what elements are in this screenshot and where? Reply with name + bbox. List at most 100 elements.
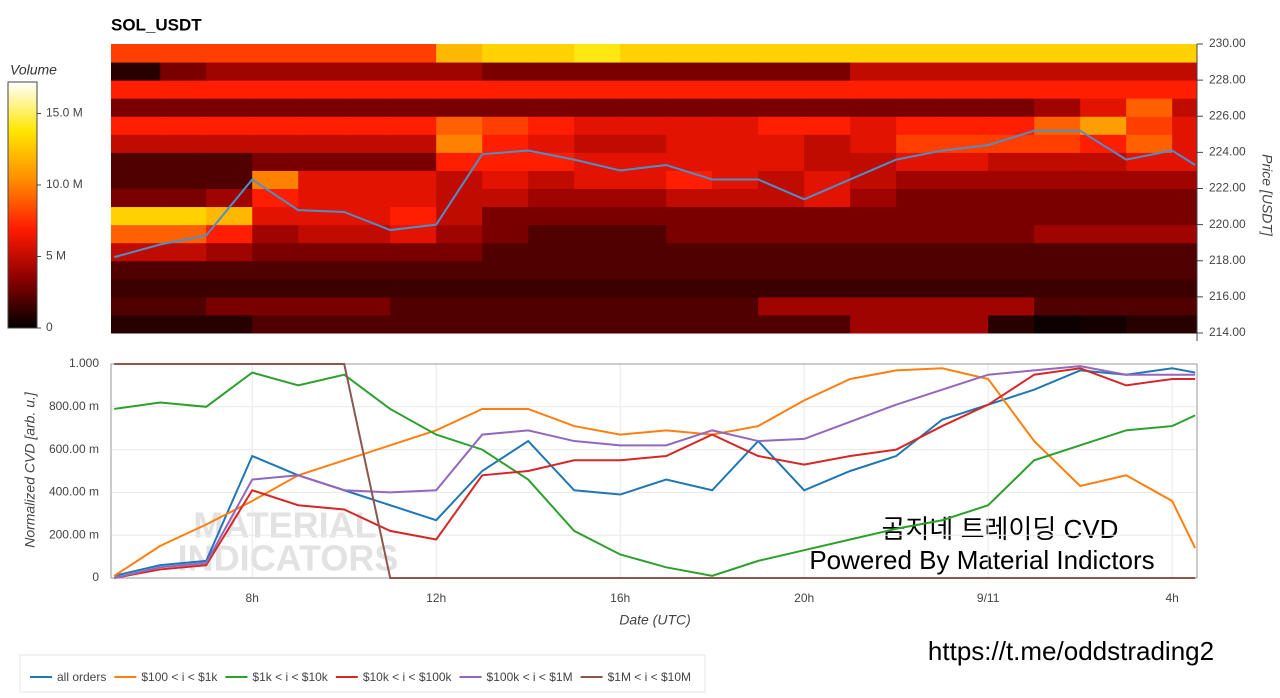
- heatmap-cell: [620, 44, 667, 63]
- heatmap-cell: [712, 278, 759, 298]
- heatmap-cell: [111, 314, 161, 334]
- heatmap-cell: [942, 80, 989, 99]
- heatmap-cell: [1126, 224, 1173, 244]
- heatmap-cell: [1172, 134, 1198, 153]
- heatmap-cell: [758, 296, 805, 316]
- heatmap-cell: [1126, 80, 1173, 99]
- heatmap-cell: [482, 242, 529, 262]
- heatmap-cell: [1172, 278, 1198, 298]
- heatmap-cell: [482, 98, 529, 117]
- heatmap-cell: [1080, 98, 1127, 117]
- heatmap-cell: [666, 134, 713, 153]
- heatmap-cell: [1126, 278, 1173, 298]
- heatmap-cell: [111, 224, 161, 244]
- heatmap-cell: [758, 170, 805, 189]
- heatmap-cell: [160, 44, 207, 63]
- heatmap-cell: [482, 116, 529, 135]
- heatmap-cell: [344, 170, 391, 189]
- heatmap-cell: [298, 170, 345, 189]
- heatmap-cell: [850, 314, 897, 334]
- heatmap-cell: [942, 224, 989, 244]
- heatmap-cell: [528, 260, 575, 280]
- heatmap-cell: [390, 44, 437, 63]
- y2-axis-label: Price [USDT]: [1259, 154, 1275, 237]
- heatmap-cell: [390, 188, 437, 208]
- heatmap-cell: [252, 260, 299, 280]
- heatmap-cell: [574, 206, 621, 226]
- heatmap-cell: [344, 188, 391, 208]
- heatmap-cell: [160, 80, 207, 99]
- heatmap-cell: [298, 44, 345, 63]
- heatmap-cell: [988, 80, 1035, 99]
- heatmap-cell: [298, 152, 345, 171]
- heatmap-cell: [111, 260, 161, 280]
- heatmap-cell: [390, 278, 437, 298]
- heatmap-cell: [1080, 188, 1127, 208]
- heatmap-cell: [896, 242, 943, 262]
- x-axis-label: Date (UTC): [619, 612, 691, 628]
- heatmap-cell: [206, 224, 253, 244]
- heatmap-cell: [804, 44, 851, 63]
- heatmap-cell: [528, 62, 575, 81]
- heatmap-cell: [574, 260, 621, 280]
- heatmap-cell: [1172, 260, 1198, 280]
- y-tick-label: 1.000: [69, 356, 99, 370]
- legend-label: $10k < i < $100k: [363, 670, 453, 684]
- heatmap-cell: [528, 206, 575, 226]
- heatmap-cell: [390, 116, 437, 135]
- heatmap-cell: [988, 62, 1035, 81]
- heatmap-cell: [712, 152, 759, 171]
- heatmap-cell: [1126, 116, 1173, 135]
- heatmap-cell: [1172, 170, 1198, 189]
- heatmap-cell: [1080, 134, 1127, 153]
- x-tick-label: 16h: [610, 591, 630, 605]
- heatmap-cell: [344, 206, 391, 226]
- heatmap-cell: [666, 152, 713, 171]
- heatmap-cell: [896, 296, 943, 316]
- heatmap-cell: [111, 98, 161, 117]
- heatmap-cell: [988, 278, 1035, 298]
- heatmap-cell: [574, 116, 621, 135]
- heatmap-cell: [252, 224, 299, 244]
- heatmap-cell: [482, 296, 529, 316]
- heatmap-cell: [482, 314, 529, 334]
- heatmap-cell: [390, 260, 437, 280]
- heatmap-cell: [1080, 116, 1127, 135]
- heatmap-cell: [111, 206, 161, 226]
- heatmap-cell: [436, 188, 483, 208]
- heatmap-cell: [988, 314, 1035, 334]
- heatmap-cell: [1034, 224, 1081, 244]
- heatmap-cell: [666, 116, 713, 135]
- heatmap-cell: [482, 260, 529, 280]
- heatmap-cell: [1034, 206, 1081, 226]
- heatmap-cell: [804, 314, 851, 334]
- heatmap-cell: [206, 116, 253, 135]
- heatmap-cell: [1080, 296, 1127, 316]
- x-tick-label: 4h: [1165, 591, 1178, 605]
- heatmap-cell: [298, 314, 345, 334]
- heatmap-cell: [804, 188, 851, 208]
- heatmap-cell: [1172, 314, 1198, 334]
- heatmap-cell: [712, 116, 759, 135]
- heatmap-cell: [850, 296, 897, 316]
- annotation: 곰지네 트레이딩 CVD: [882, 514, 1119, 544]
- heatmap-cell: [344, 224, 391, 244]
- heatmap-cell: [1034, 314, 1081, 334]
- heatmap-cell: [574, 314, 621, 334]
- heatmap-cell: [252, 278, 299, 298]
- heatmap-cell: [1080, 44, 1127, 63]
- heatmap-cell: [574, 278, 621, 298]
- heatmap-cell: [988, 44, 1035, 63]
- heatmap-cell: [942, 44, 989, 63]
- heatmap-cell: [804, 278, 851, 298]
- heatmap-cell: [896, 188, 943, 208]
- heatmap-cell: [942, 260, 989, 280]
- heatmap-cell: [1172, 296, 1198, 316]
- heatmap-cell: [252, 188, 299, 208]
- heatmap-cell: [252, 152, 299, 171]
- heatmap-cell: [758, 116, 805, 135]
- heatmap-cell: [436, 62, 483, 81]
- heatmap-cell: [850, 278, 897, 298]
- heatmap-cell: [298, 188, 345, 208]
- heatmap-cell: [666, 314, 713, 334]
